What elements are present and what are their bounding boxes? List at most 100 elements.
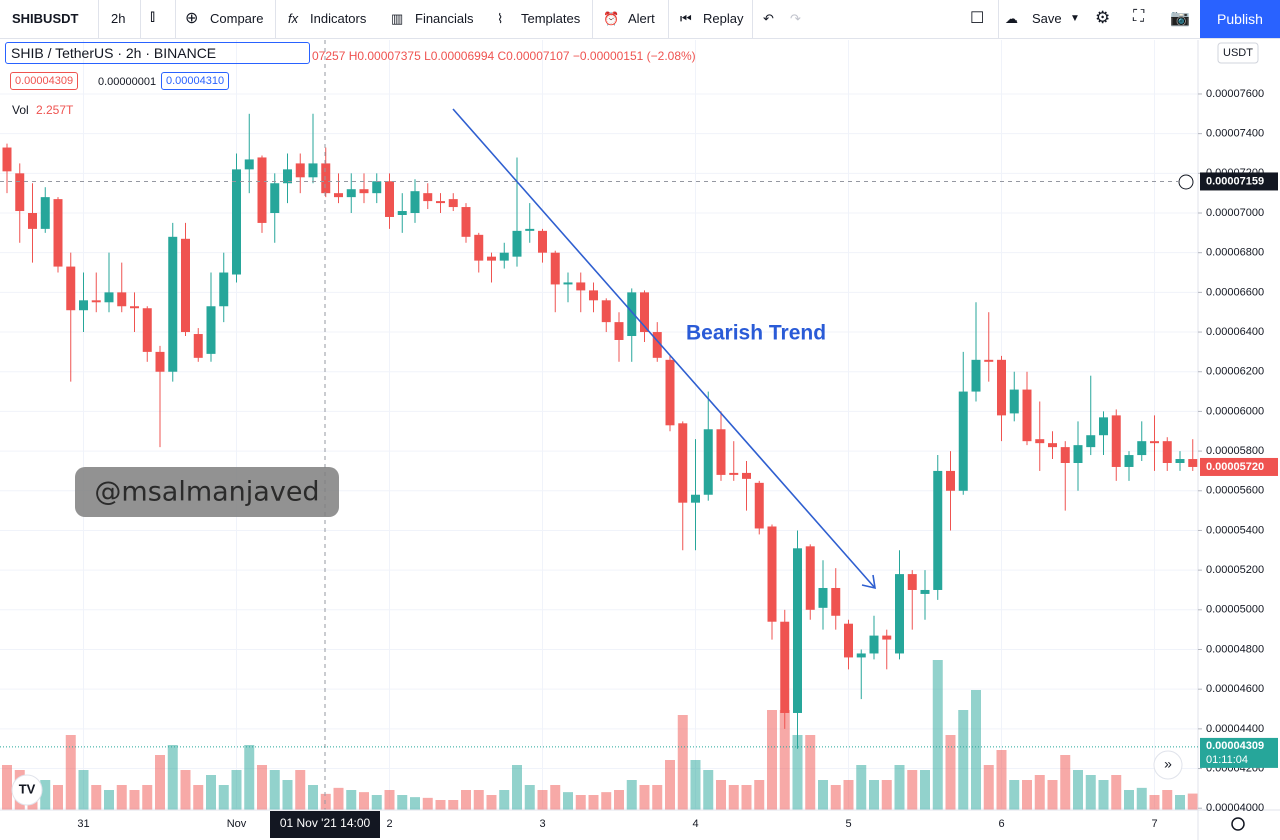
- candle-body: [308, 163, 318, 178]
- compare[interactable]: Compare: [210, 11, 264, 26]
- volume-bar: [690, 760, 701, 810]
- candle-body: [15, 173, 25, 212]
- candle-body: [244, 159, 254, 170]
- candle-body: [346, 189, 356, 198]
- candle-body: [844, 623, 853, 658]
- buy-price[interactable]: 0.00004310: [161, 72, 230, 90]
- candle-body: [678, 423, 688, 503]
- volume-bar: [308, 785, 318, 810]
- y-tick-label: 0.00005000: [1206, 604, 1264, 616]
- candle-body: [181, 238, 190, 333]
- volume-bar: [180, 770, 191, 810]
- y-tick-label: 0.00005400: [1206, 524, 1264, 536]
- volume-bar: [1175, 795, 1185, 810]
- volume-bar: [499, 790, 510, 810]
- candle-body: [550, 252, 560, 285]
- templates-icon[interactable]: ⌇: [497, 11, 504, 26]
- candle-body: [958, 391, 968, 491]
- alert-icon[interactable]: ⏰: [603, 11, 620, 26]
- volume-bar: [142, 785, 153, 810]
- templates[interactable]: Templates: [521, 11, 581, 26]
- candle-body: [1150, 441, 1159, 444]
- volume-bar: [40, 780, 51, 810]
- candle-body: [295, 163, 305, 178]
- candle-body: [512, 230, 522, 257]
- candle-body: [142, 308, 152, 352]
- financials[interactable]: Financials: [415, 11, 474, 26]
- x-tick-label: 4: [692, 818, 698, 830]
- chart-type-icon[interactable]: ⫾: [150, 8, 156, 25]
- toolbar: SHIBUSDT 2h ⫾ ⊕ Compare fx Indicators ▥ …: [0, 0, 1280, 39]
- volume-bar: [1098, 780, 1109, 810]
- scroll-button[interactable]: [1153, 750, 1183, 780]
- replay[interactable]: Replay: [703, 11, 744, 26]
- candle-body: [474, 234, 484, 261]
- candle-body: [703, 429, 713, 495]
- scroll-icon[interactable]: »: [1164, 756, 1172, 772]
- volume-bar: [448, 800, 459, 810]
- candle-body: [219, 272, 229, 307]
- alert[interactable]: Alert: [628, 11, 655, 26]
- volume-bar: [473, 790, 484, 810]
- volume-bar: [550, 785, 561, 810]
- candle-body: [691, 494, 700, 503]
- candle-body: [1022, 389, 1032, 442]
- candle-body: [155, 351, 165, 372]
- indicators[interactable]: Indicators: [310, 11, 367, 26]
- legend-box[interactable]: SHIB / TetherUS · 2h · BINANCE: [5, 42, 310, 64]
- volume-bar: [958, 710, 969, 810]
- interval[interactable]: 2h: [111, 11, 126, 26]
- y-tick-label: 0.00007000: [1206, 207, 1264, 219]
- volume-bar: [626, 780, 637, 810]
- sell-price[interactable]: 0.00004309: [10, 72, 79, 90]
- volume-bar: [588, 795, 599, 810]
- candle-body: [627, 292, 637, 337]
- volume-bar: [818, 780, 828, 810]
- candle-body: [946, 470, 955, 491]
- volume-bar: [805, 735, 816, 810]
- candle-body: [729, 472, 739, 475]
- volume-bar: [384, 790, 395, 810]
- volume-bar: [983, 765, 994, 810]
- snapshot[interactable]: 📷: [1170, 10, 1190, 27]
- candle-body: [601, 300, 611, 323]
- replay-icon[interactable]: ⏮: [680, 11, 692, 26]
- volume-bar: [512, 765, 522, 810]
- candle-body: [1035, 439, 1045, 444]
- volume-bar: [435, 800, 446, 810]
- symbol[interactable]: SHIBUSDT: [12, 11, 79, 26]
- settings-icon[interactable]: [1231, 817, 1245, 831]
- redo[interactable]: ↷: [790, 11, 801, 26]
- financials-icon[interactable]: ▥: [391, 11, 404, 26]
- fullscreen[interactable]: ⛶: [1133, 8, 1145, 25]
- save[interactable]: Save: [1032, 11, 1062, 26]
- candle-body: [754, 482, 764, 529]
- volume-bar: [601, 792, 612, 810]
- volume-bar: [856, 765, 867, 810]
- volume-bar: [881, 780, 892, 810]
- candle-layer: [2, 113, 1198, 749]
- candle-body: [984, 359, 994, 362]
- undo[interactable]: ↶: [763, 11, 774, 26]
- volume-bar: [869, 780, 879, 810]
- y-tick-label: 0.00006800: [1206, 247, 1264, 259]
- y-tick-label: 0.00006000: [1206, 405, 1264, 417]
- save-menu[interactable]: ▼: [1070, 13, 1080, 24]
- logo-mark: TV: [19, 781, 36, 796]
- volume-bar: [1124, 790, 1134, 810]
- separator: [140, 0, 141, 38]
- x-tick-label: 5: [845, 818, 851, 830]
- indicators-icon[interactable]: fx: [288, 11, 299, 26]
- crosshair-plus[interactable]: [1178, 174, 1194, 190]
- candle-body: [410, 191, 420, 214]
- save-icon[interactable]: ☁: [1005, 11, 1018, 26]
- compare-icon[interactable]: ⊕: [185, 10, 199, 27]
- candle-body: [130, 306, 139, 309]
- settings[interactable]: ⚙: [1095, 8, 1111, 27]
- volume-bar: [346, 790, 357, 810]
- separator: [752, 0, 753, 38]
- candle-body: [1073, 445, 1083, 463]
- volume-bar: [65, 735, 76, 810]
- layout-icon[interactable]: ☐: [970, 10, 985, 27]
- publish[interactable]: Publish: [1200, 0, 1280, 38]
